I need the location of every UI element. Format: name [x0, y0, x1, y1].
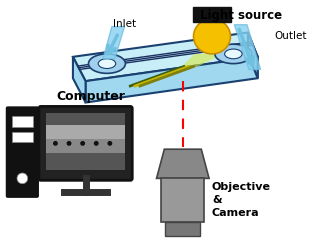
Ellipse shape — [98, 59, 116, 68]
Polygon shape — [157, 149, 209, 178]
Ellipse shape — [193, 19, 231, 54]
Polygon shape — [182, 54, 224, 67]
Polygon shape — [234, 25, 261, 69]
Polygon shape — [73, 57, 85, 103]
Ellipse shape — [66, 141, 71, 146]
Text: Objective
&
Camera: Objective & Camera — [212, 182, 271, 218]
Text: Outlet: Outlet — [274, 31, 307, 41]
Text: Inlet: Inlet — [113, 19, 136, 29]
FancyBboxPatch shape — [46, 124, 125, 139]
FancyBboxPatch shape — [46, 153, 125, 170]
FancyBboxPatch shape — [7, 107, 38, 197]
Ellipse shape — [225, 49, 242, 59]
FancyBboxPatch shape — [46, 139, 125, 153]
FancyBboxPatch shape — [46, 113, 125, 124]
FancyBboxPatch shape — [46, 113, 125, 170]
FancyBboxPatch shape — [165, 222, 200, 236]
Ellipse shape — [107, 141, 112, 146]
Text: Light source: Light source — [200, 9, 282, 22]
FancyBboxPatch shape — [39, 106, 132, 180]
Text: Computer: Computer — [56, 90, 125, 103]
Ellipse shape — [215, 44, 252, 64]
FancyBboxPatch shape — [161, 178, 204, 222]
Ellipse shape — [53, 141, 58, 146]
Polygon shape — [85, 57, 258, 103]
FancyBboxPatch shape — [12, 116, 33, 127]
Ellipse shape — [89, 54, 125, 73]
Ellipse shape — [94, 141, 99, 146]
Polygon shape — [103, 27, 124, 59]
FancyBboxPatch shape — [193, 7, 232, 22]
FancyBboxPatch shape — [12, 132, 33, 142]
Ellipse shape — [80, 141, 85, 146]
Polygon shape — [248, 32, 258, 78]
Ellipse shape — [17, 173, 28, 184]
Polygon shape — [73, 32, 258, 81]
